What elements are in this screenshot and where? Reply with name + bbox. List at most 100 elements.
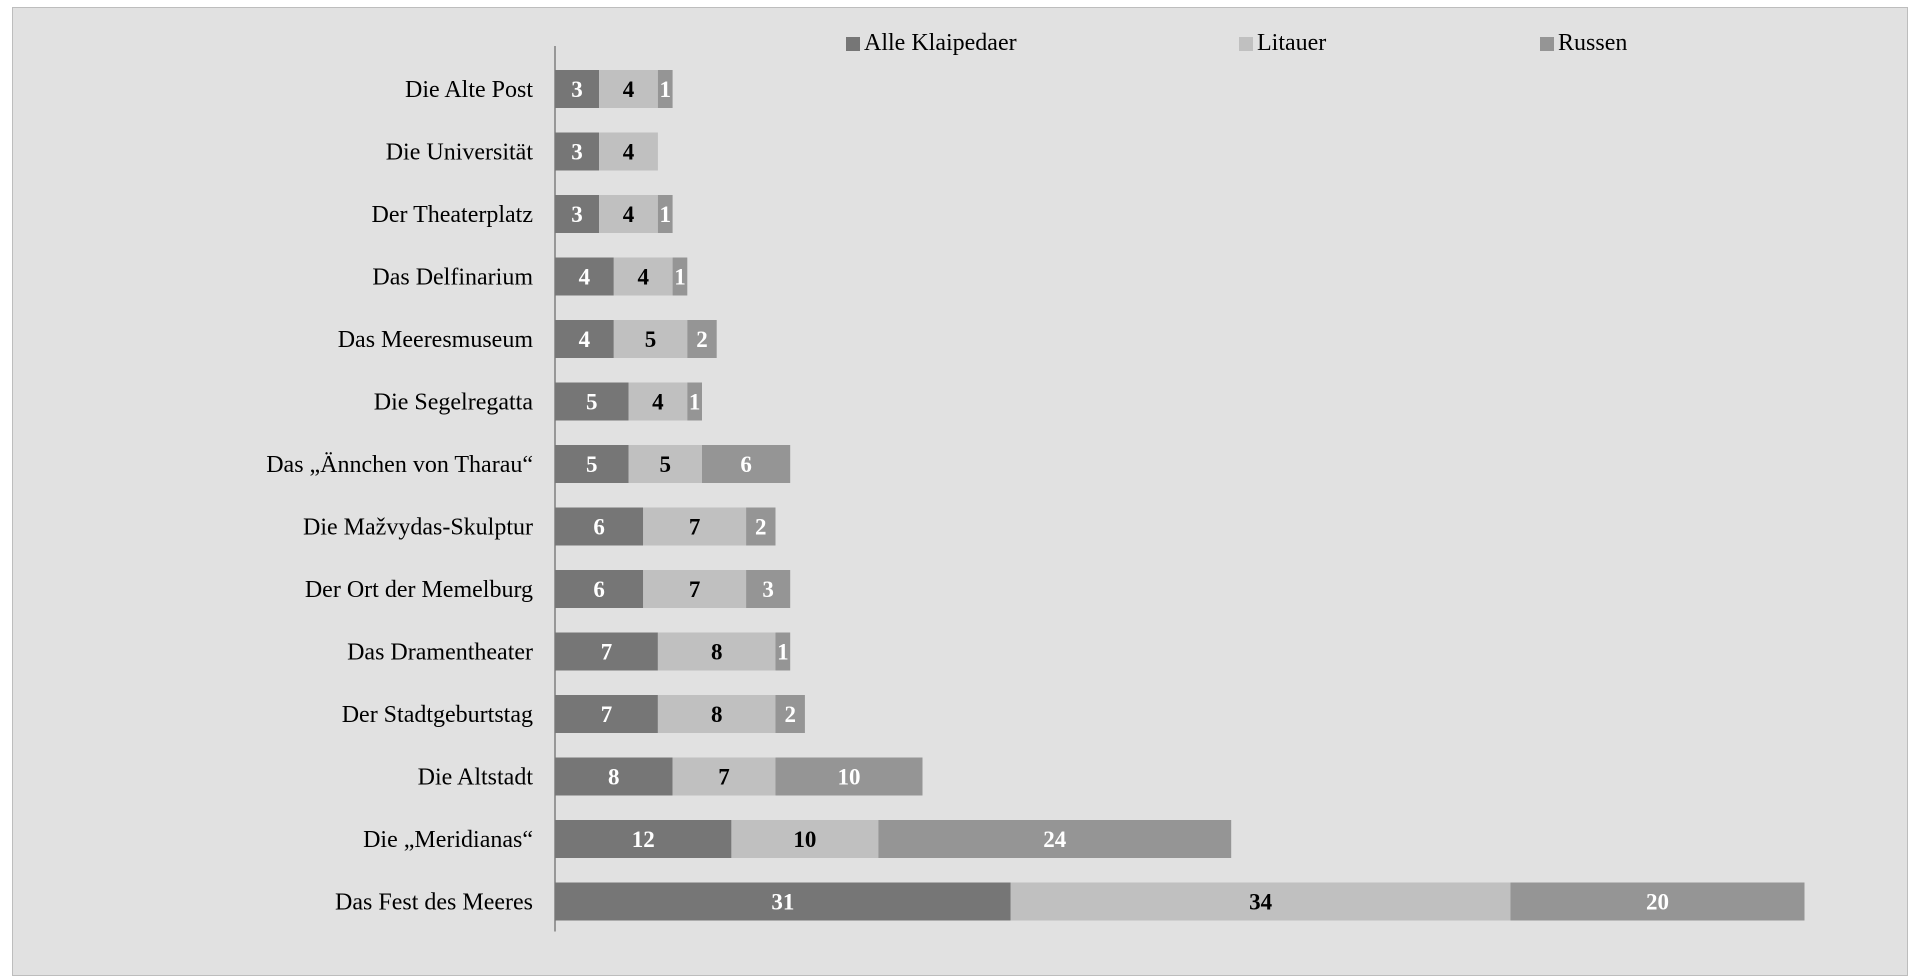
bar-segment — [599, 70, 658, 108]
category-label: Die Universität — [386, 140, 534, 166]
bar-segment — [657, 195, 673, 233]
category-label: Das Meeresmuseum — [338, 327, 534, 353]
data-label: 4 — [623, 202, 635, 227]
bar-segment — [672, 257, 688, 296]
bar-segment — [731, 820, 879, 858]
data-label: 10 — [793, 827, 816, 852]
data-label: 8 — [608, 765, 620, 790]
bar-segment — [643, 507, 747, 546]
bar-segment — [555, 70, 600, 108]
bar-segment — [555, 320, 614, 358]
bar-segment — [687, 382, 702, 421]
data-label: 3 — [571, 202, 583, 227]
legend-label: Alle Klaipedaer — [864, 30, 1017, 56]
category-label: Die „Meridianas“ — [363, 827, 533, 853]
data-label: 2 — [755, 515, 767, 540]
data-label: 4 — [637, 265, 649, 290]
category-label: Das Delfinarium — [372, 265, 533, 291]
category-label: Die Mažvydas-Skulptur — [303, 515, 533, 541]
category-label: Das Dramentheater — [347, 640, 533, 666]
data-label: 1 — [660, 77, 672, 102]
data-label: 3 — [571, 77, 583, 102]
data-label: 4 — [652, 390, 664, 415]
bar-segment — [1510, 882, 1805, 921]
data-label: 5 — [645, 327, 657, 352]
data-label: 8 — [711, 702, 723, 727]
bar-segment — [687, 320, 717, 358]
bar-segment — [746, 507, 776, 546]
data-label: 1 — [660, 202, 672, 227]
bar-segment — [775, 695, 805, 733]
legend: Alle Klaipedaer Litauer Russen — [13, 30, 1907, 60]
bar-segment — [555, 132, 600, 171]
category-label: Die Segelregatta — [374, 390, 534, 416]
bar-segment — [657, 70, 673, 108]
bar-segment — [555, 507, 644, 546]
data-label: 8 — [711, 640, 723, 665]
bar-segment — [657, 632, 776, 671]
legend-item: Alle Klaipedaer — [846, 30, 1017, 57]
bar-segment — [702, 445, 791, 483]
data-label: 31 — [771, 890, 794, 915]
category-label: Die Alte Post — [405, 77, 533, 103]
category-label: Die Altstadt — [418, 765, 534, 791]
data-label: 4 — [579, 327, 591, 352]
bar-segment — [555, 257, 614, 296]
bar-segment — [613, 257, 673, 296]
data-label: 20 — [1646, 890, 1669, 915]
bar-segment — [555, 632, 658, 671]
bar-segment — [657, 695, 776, 733]
data-label: 24 — [1043, 827, 1067, 852]
data-label: 4 — [623, 140, 635, 165]
category-label: Der Stadtgeburtstag — [342, 702, 533, 728]
category-label: Der Ort der Memelburg — [305, 577, 533, 603]
data-label: 2 — [784, 702, 796, 727]
chart-area: Die Alte Post 3 4 1 Die Universität 3 4 Der The… — [12, 7, 1908, 976]
data-label: 34 — [1249, 890, 1273, 915]
data-label: 1 — [777, 640, 789, 665]
bar-segment — [746, 570, 791, 608]
bar-segment — [775, 757, 923, 796]
bar-segment — [555, 757, 673, 796]
legend-label: Russen — [1558, 30, 1628, 56]
bar-segment — [643, 570, 747, 608]
legend-item: Litauer — [1239, 30, 1326, 57]
data-label: 10 — [838, 765, 861, 790]
bar-segment — [555, 382, 629, 421]
data-label: 7 — [601, 640, 613, 665]
data-label: 2 — [696, 327, 708, 352]
bar-segment — [555, 882, 1011, 921]
bar-segment — [628, 382, 688, 421]
data-label: 6 — [593, 515, 605, 540]
data-label: 7 — [601, 702, 613, 727]
legend-item: Russen — [1540, 30, 1627, 57]
legend-label: Litauer — [1257, 30, 1327, 56]
data-label: 3 — [762, 577, 774, 602]
data-label: 7 — [718, 765, 730, 790]
bar-segment — [672, 757, 776, 796]
data-label: 7 — [689, 577, 701, 602]
bar-segment — [555, 695, 658, 733]
data-label: 1 — [689, 390, 701, 415]
data-label: 5 — [586, 390, 598, 415]
data-label: 5 — [660, 452, 672, 477]
bar-segment — [599, 132, 658, 171]
data-label: 6 — [593, 577, 605, 602]
bar-segment — [599, 195, 658, 233]
bar-segment — [775, 632, 791, 671]
bar-segment — [613, 320, 688, 358]
data-label: 12 — [632, 827, 655, 852]
bar-segment — [1010, 882, 1511, 921]
legend-swatch — [1239, 36, 1253, 51]
bar-segment — [878, 820, 1232, 858]
category-label: Das „Ännchen von Tharau“ — [266, 452, 533, 478]
data-label: 5 — [586, 452, 598, 477]
data-label: 6 — [740, 452, 752, 477]
data-label: 4 — [579, 265, 591, 290]
category-label: Der Theaterplatz — [372, 202, 533, 228]
bar-segment — [555, 820, 732, 858]
legend-swatch — [1540, 36, 1554, 51]
bar-segment — [628, 445, 702, 483]
data-label: 4 — [623, 77, 635, 102]
